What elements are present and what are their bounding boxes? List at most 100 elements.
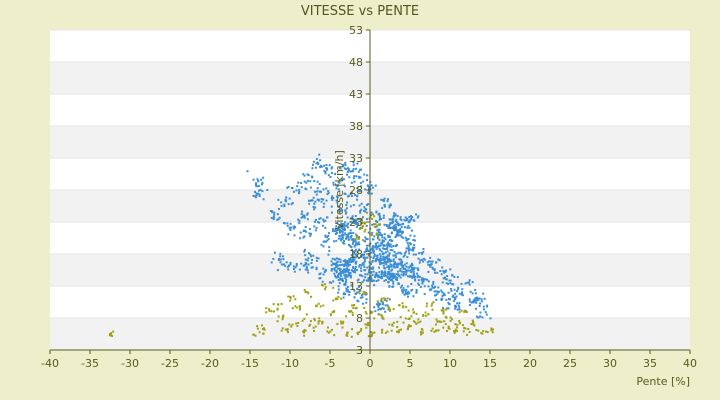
y-tick-label: 43 bbox=[349, 88, 363, 101]
scatter-point bbox=[380, 277, 383, 280]
scatter-point bbox=[379, 276, 382, 279]
scatter-point bbox=[398, 304, 401, 307]
scatter-point bbox=[450, 318, 453, 321]
scatter-point bbox=[413, 276, 416, 279]
scatter-point bbox=[371, 249, 374, 252]
scatter-point bbox=[399, 328, 402, 331]
scatter-point bbox=[348, 293, 351, 296]
scatter-point bbox=[437, 320, 440, 323]
scatter-point bbox=[376, 258, 379, 261]
scatter-point bbox=[311, 266, 314, 269]
scatter-point bbox=[359, 329, 362, 332]
scatter-point bbox=[286, 186, 289, 189]
scatter-point bbox=[373, 235, 376, 238]
scatter-point bbox=[433, 330, 436, 333]
scatter-point bbox=[306, 291, 309, 294]
scatter-point bbox=[407, 266, 410, 269]
scatter-point bbox=[308, 252, 311, 255]
scatter-point bbox=[354, 240, 357, 243]
scatter-point bbox=[322, 164, 325, 167]
scatter-point bbox=[389, 243, 392, 246]
scatter-point bbox=[341, 233, 344, 236]
scatter-point bbox=[340, 274, 343, 277]
scatter-point bbox=[387, 305, 390, 308]
scatter-point bbox=[460, 293, 463, 296]
scatter-point bbox=[371, 218, 374, 221]
scatter-point bbox=[354, 167, 357, 170]
scatter-point bbox=[313, 319, 316, 322]
scatter-point bbox=[323, 202, 326, 205]
scatter-point bbox=[359, 267, 362, 270]
scatter-point bbox=[365, 279, 368, 282]
scatter-point bbox=[377, 305, 380, 308]
scatter-point bbox=[445, 298, 448, 301]
scatter-point bbox=[391, 249, 394, 252]
scatter-point bbox=[318, 221, 321, 224]
scatter-point bbox=[387, 270, 390, 273]
scatter-point bbox=[353, 289, 356, 292]
scatter-point bbox=[356, 162, 359, 165]
scatter-point bbox=[388, 254, 391, 257]
scatter-point bbox=[356, 243, 359, 246]
scatter-point bbox=[392, 258, 395, 261]
scatter-point bbox=[355, 234, 358, 237]
scatter-point bbox=[401, 230, 404, 233]
scatter-point bbox=[443, 293, 446, 296]
scatter-point bbox=[435, 290, 438, 293]
scatter-point bbox=[435, 298, 438, 301]
scatter-point bbox=[302, 330, 305, 333]
scatter-point bbox=[351, 242, 354, 245]
scatter-point bbox=[468, 279, 471, 282]
scatter-point bbox=[365, 326, 368, 329]
scatter-point bbox=[370, 262, 373, 265]
scatter-point bbox=[260, 324, 263, 327]
scatter-point bbox=[345, 287, 348, 290]
chart-title: VITESSE vs PENTE bbox=[301, 4, 419, 19]
scatter-point bbox=[359, 176, 362, 179]
scatter-point bbox=[355, 223, 358, 226]
scatter-point bbox=[387, 235, 390, 238]
scatter-point bbox=[341, 322, 344, 325]
scatter-point bbox=[489, 317, 492, 320]
scatter-point bbox=[404, 268, 407, 271]
scatter-point bbox=[338, 181, 341, 184]
scatter-point bbox=[314, 190, 317, 193]
scatter-point bbox=[346, 259, 349, 262]
scatter-point bbox=[356, 218, 359, 221]
scatter-point bbox=[378, 266, 381, 269]
scatter-point bbox=[366, 174, 369, 177]
scatter-point bbox=[297, 321, 300, 324]
scatter-point bbox=[409, 265, 412, 268]
scatter-point bbox=[441, 291, 444, 294]
scatter-point bbox=[327, 190, 330, 193]
scatter-point bbox=[316, 190, 319, 193]
scatter-point bbox=[348, 260, 351, 263]
scatter-point bbox=[393, 212, 396, 215]
scatter-point bbox=[412, 274, 415, 277]
scatter-point bbox=[445, 278, 448, 281]
scatter-point bbox=[449, 268, 452, 271]
scatter-point bbox=[467, 281, 470, 284]
scatter-point bbox=[304, 258, 307, 261]
scatter-point bbox=[412, 267, 415, 270]
scatter-point bbox=[359, 226, 362, 229]
scatter-point bbox=[324, 288, 327, 291]
scatter-point bbox=[457, 286, 460, 289]
scatter-point bbox=[415, 322, 418, 325]
scatter-point bbox=[364, 276, 367, 279]
scatter-point bbox=[309, 199, 312, 202]
scatter-point bbox=[394, 236, 397, 239]
scatter-point bbox=[293, 270, 296, 273]
scatter-point bbox=[255, 192, 258, 195]
scatter-point bbox=[381, 315, 384, 318]
scatter-point bbox=[394, 254, 397, 257]
scatter-point bbox=[383, 297, 386, 300]
scatter-point bbox=[406, 217, 409, 220]
scatter-point bbox=[416, 216, 419, 219]
scatter-point bbox=[407, 249, 410, 252]
scatter-point bbox=[441, 266, 444, 269]
scatter-point bbox=[298, 305, 301, 308]
scatter-point bbox=[313, 180, 316, 183]
scatter-point bbox=[257, 192, 260, 195]
scatter-point bbox=[386, 266, 389, 269]
